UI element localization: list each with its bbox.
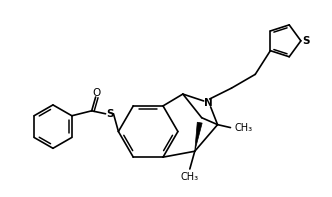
Text: S: S bbox=[302, 36, 309, 46]
Text: N: N bbox=[204, 98, 213, 108]
Text: CH₃: CH₃ bbox=[181, 172, 199, 182]
Polygon shape bbox=[195, 122, 202, 151]
Text: O: O bbox=[93, 88, 101, 98]
Text: CH₃: CH₃ bbox=[234, 123, 252, 133]
Text: S: S bbox=[106, 109, 113, 119]
